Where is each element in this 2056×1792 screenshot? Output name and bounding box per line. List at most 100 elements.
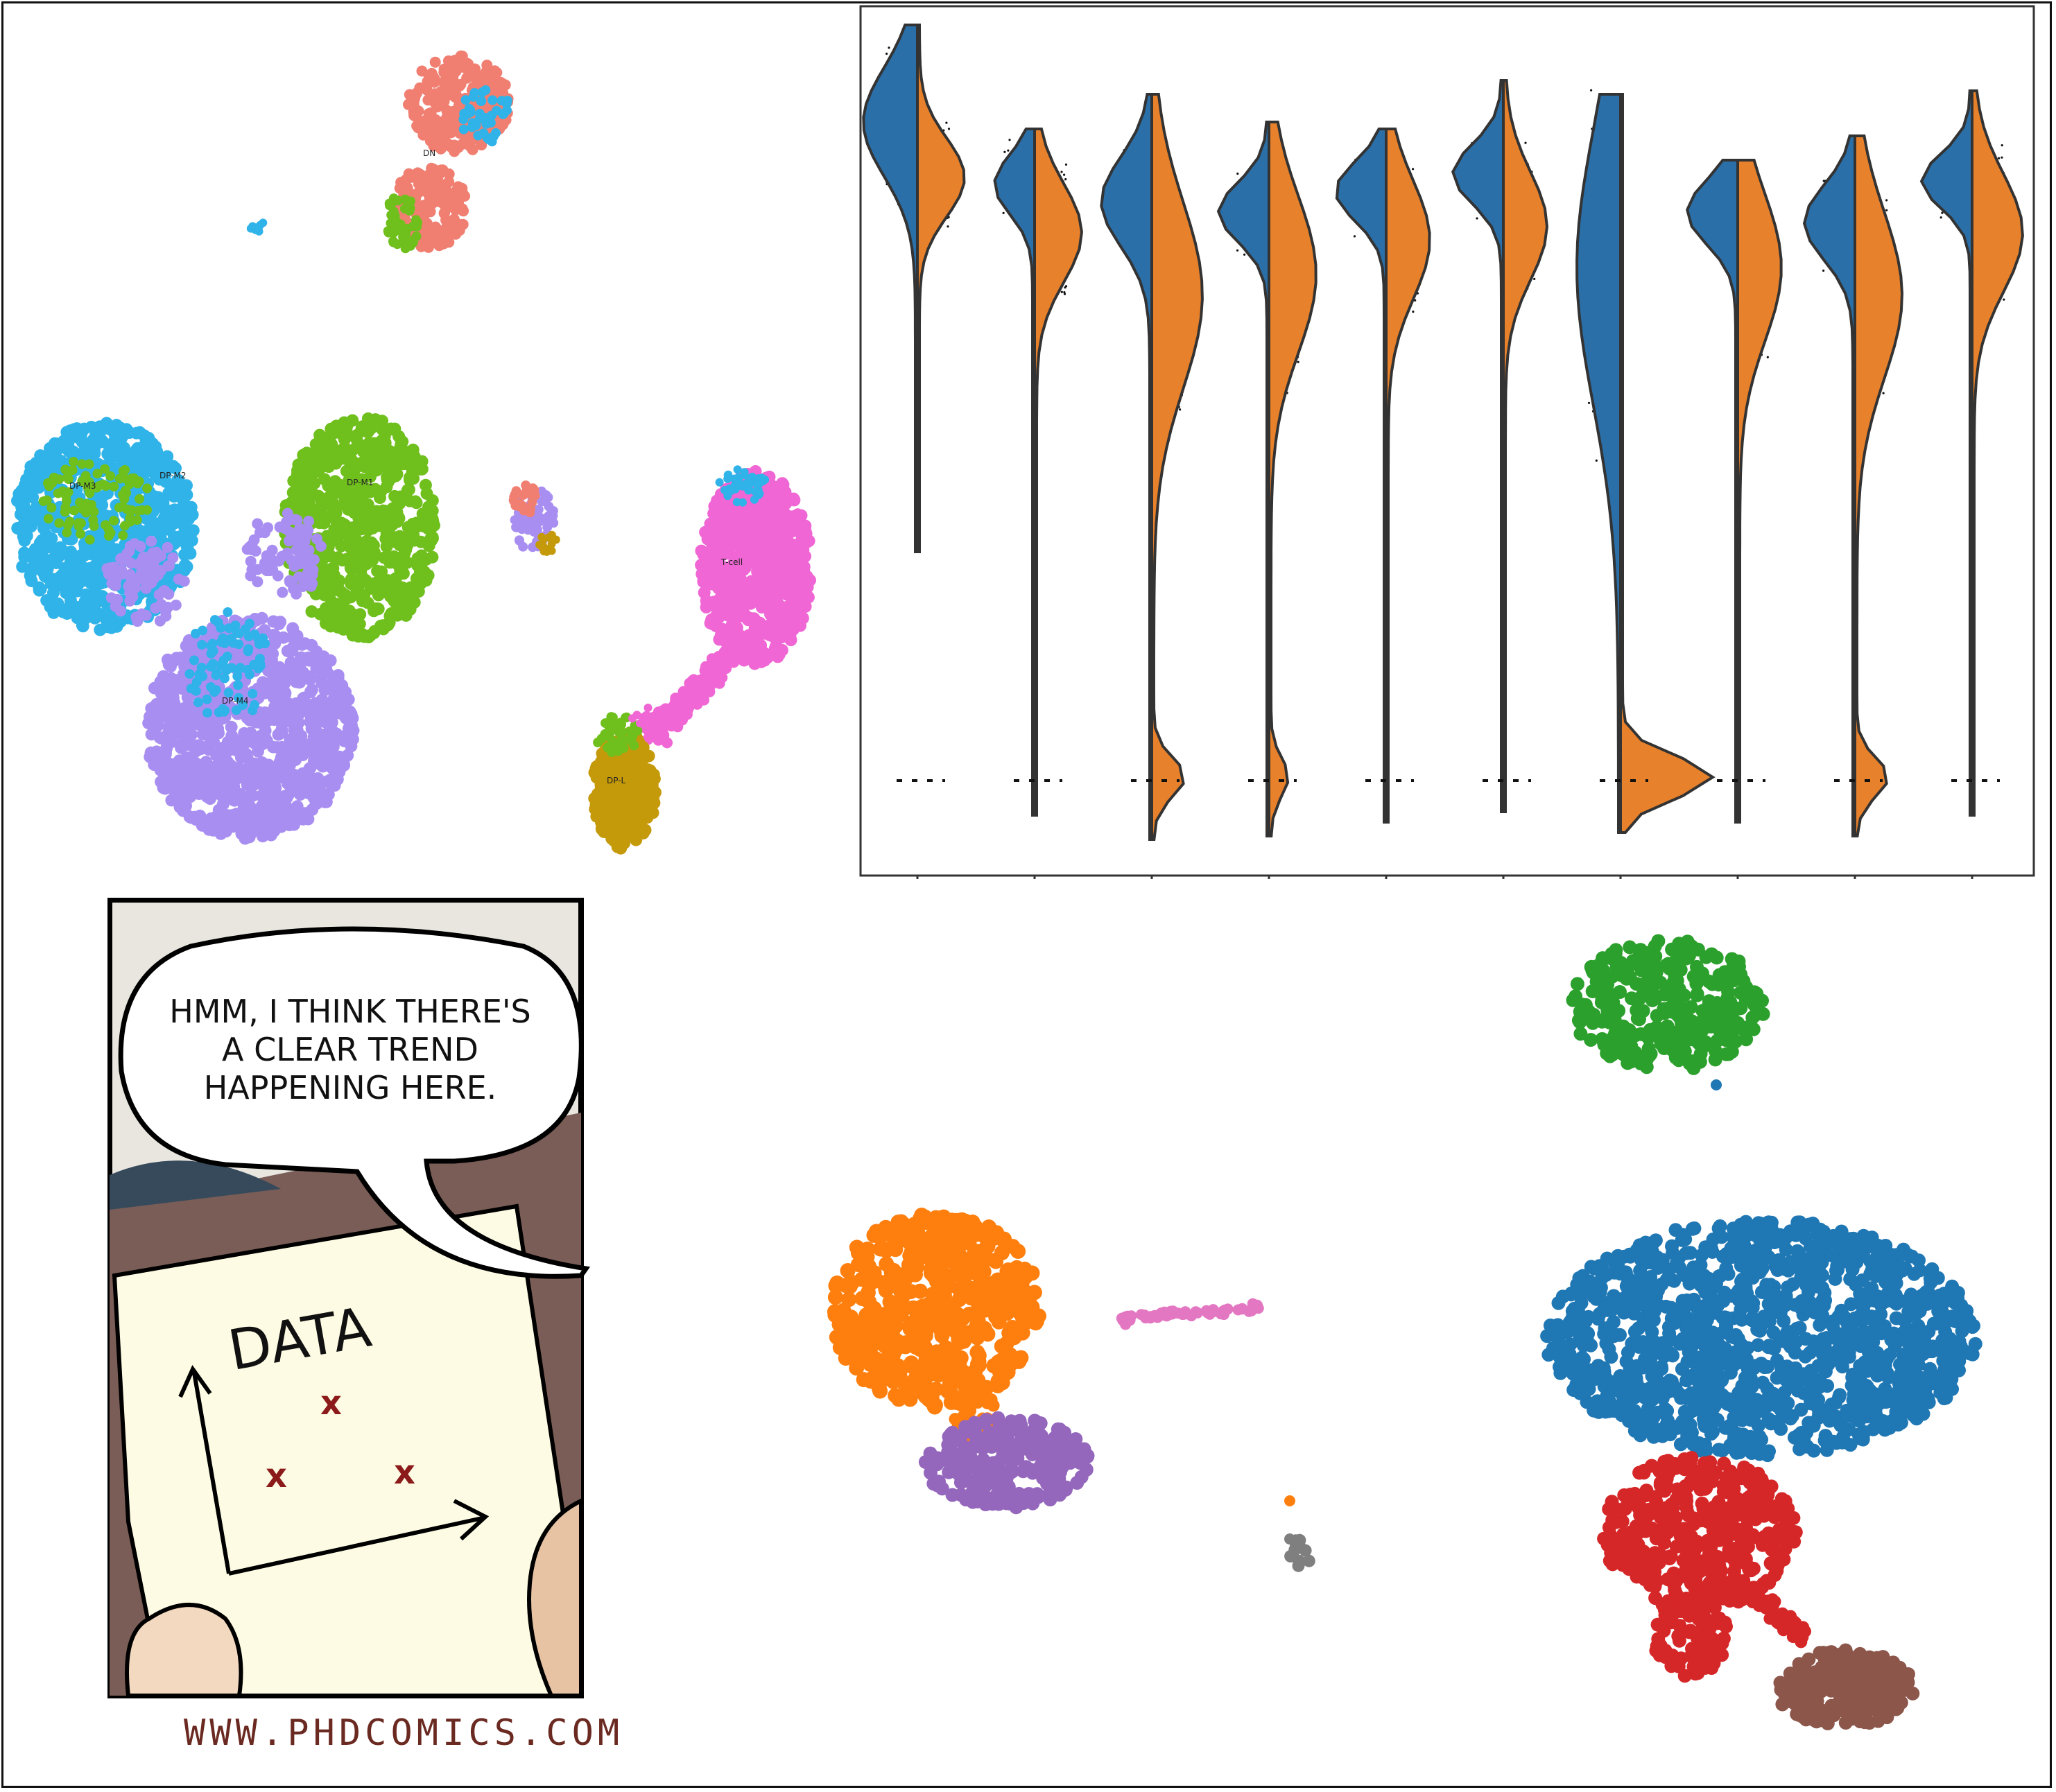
umap-top-point — [150, 469, 163, 482]
umap-top-point — [186, 769, 199, 783]
umap-top-point — [458, 114, 469, 125]
umap-top-point — [76, 619, 89, 632]
umap-top-point — [338, 482, 350, 495]
umap-top-point — [409, 458, 422, 471]
umap-top-point — [288, 733, 301, 746]
violin-point — [947, 225, 949, 228]
umap-top-point — [547, 539, 556, 548]
umap-top-point — [123, 580, 135, 592]
umap-top-point — [185, 728, 198, 741]
umap-top-point — [395, 438, 408, 451]
umap-top-point — [243, 644, 254, 654]
umap-top-point — [297, 548, 309, 560]
umap-top-point — [132, 478, 143, 489]
umap-top-point — [44, 600, 57, 614]
umap-top-point — [358, 630, 371, 643]
umap-top-point — [354, 589, 367, 602]
umap-top-point — [230, 787, 243, 800]
umap-top-point — [219, 820, 232, 833]
violin-point — [886, 52, 888, 55]
umap-top-point — [705, 530, 718, 543]
umap-top-point — [187, 787, 200, 800]
umap-top-point — [148, 490, 161, 503]
umap-top-point — [356, 571, 369, 584]
umap-top-point — [148, 458, 162, 471]
umap-top-point — [355, 422, 368, 435]
umap-top-point — [730, 474, 739, 483]
umap-top-point — [115, 431, 128, 444]
umap-top-point — [180, 639, 193, 652]
umap-top-point — [534, 516, 544, 527]
umap-top-point — [510, 515, 520, 525]
umap-top-point — [361, 412, 374, 425]
umap-top-point — [388, 227, 399, 238]
umap-top-point — [331, 695, 345, 708]
umap-top-cluster-label: DP-M1 — [347, 478, 374, 487]
umap-top-point — [180, 540, 193, 553]
umap-top-point — [391, 216, 401, 226]
umap-top-point — [88, 442, 101, 455]
umap-top-point — [67, 465, 78, 476]
umap-top-point — [63, 474, 74, 485]
umap-top-point — [105, 562, 116, 574]
umap-top-point — [469, 88, 480, 98]
umap-top-point — [257, 676, 270, 689]
umap-top-point — [641, 720, 650, 729]
umap-top-point — [411, 232, 422, 241]
umap-top-point — [178, 575, 190, 587]
umap-top-point — [17, 517, 31, 530]
umap-top-point — [49, 437, 62, 451]
umap-top-point — [127, 591, 139, 602]
umap-top-point — [336, 754, 349, 767]
umap-top-point — [206, 682, 216, 692]
umap-top-point — [249, 699, 259, 710]
umap-top-point — [448, 214, 460, 225]
umap-top-point — [253, 775, 266, 788]
umap-top-point — [162, 541, 173, 553]
umap-top-point — [702, 673, 714, 685]
umap-top-point — [267, 615, 280, 628]
umap-top-point — [772, 496, 786, 509]
umap-top-point — [733, 465, 742, 474]
umap-top-point — [766, 571, 778, 584]
umap-top-point — [345, 573, 358, 586]
umap-top-point — [285, 808, 298, 821]
umap-top-point — [327, 726, 340, 739]
umap-top-point — [170, 785, 183, 798]
umap-top-point — [253, 805, 266, 818]
umap-top-point — [519, 518, 529, 528]
umap-top-point — [455, 78, 467, 90]
umap-top-point — [404, 235, 414, 245]
umap-top-point — [163, 589, 175, 600]
umap-top-point — [84, 459, 94, 469]
umap-top-point — [233, 680, 243, 690]
umap-top-point — [212, 727, 225, 740]
umap-top-point — [540, 496, 551, 507]
umap-top-point — [178, 702, 191, 715]
umap-top-point — [453, 225, 465, 236]
umap-top-point — [255, 611, 268, 625]
umap-top-point — [374, 492, 386, 504]
umap-top-point — [438, 207, 450, 219]
umap-top-point — [318, 795, 331, 808]
umap-top-point — [319, 510, 332, 523]
umap-top-point — [291, 629, 304, 643]
umap-top-point — [134, 465, 147, 478]
umap-top-point — [60, 464, 71, 475]
umap-top-point — [758, 538, 771, 551]
umap-top-point — [417, 171, 429, 182]
umap-top-point — [246, 224, 255, 233]
umap-top-point — [302, 557, 314, 568]
umap-top-point — [449, 54, 461, 66]
umap-top-point — [740, 471, 749, 480]
umap-top-point — [607, 712, 618, 722]
umap-top-point — [62, 528, 72, 538]
umap-top-point — [191, 758, 204, 771]
umap-top-point — [744, 482, 753, 491]
umap-top-point — [695, 544, 708, 557]
umap-top-point — [617, 765, 630, 778]
umap-top-point — [346, 629, 359, 642]
umap-top-point — [750, 487, 759, 496]
umap-top-point — [233, 738, 246, 751]
umap-top-point — [115, 553, 127, 564]
